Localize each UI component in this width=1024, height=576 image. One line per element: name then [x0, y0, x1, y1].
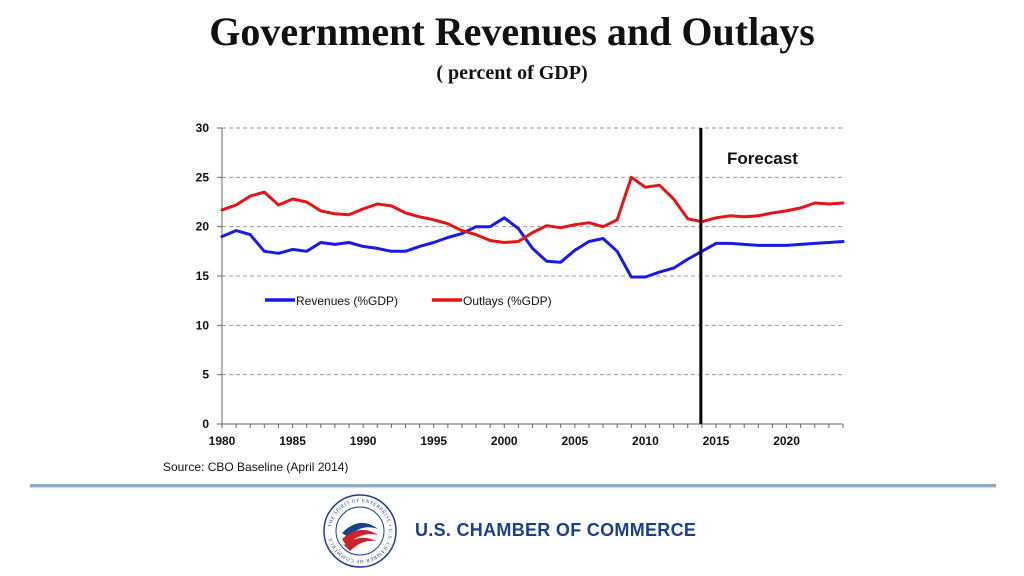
legend-label-outlays: Outlays (%GDP): [463, 294, 552, 308]
legend-label-revenues: Revenues (%GDP): [296, 294, 398, 308]
x-tick-label: 2005: [561, 434, 588, 448]
y-tick-label: 5: [202, 368, 209, 382]
y-tick-label: 0: [202, 417, 209, 431]
outlays-line: [220, 175, 845, 244]
line-chart: 0 5 10 15 20 25 30 1980 1985 1990 1995 2000 2005 201…: [196, 121, 845, 448]
y-tick-label: 10: [196, 318, 210, 332]
x-tick-label: 1985: [279, 434, 306, 448]
grid-lines: [222, 127, 843, 376]
y-tick-label: 20: [196, 220, 210, 234]
x-tick-label: 1995: [420, 434, 447, 448]
x-tick-label: 2010: [632, 434, 659, 448]
forecast-marker: Forecast: [699, 128, 798, 424]
chart-subtitle: ( percent of GDP): [436, 62, 588, 84]
x-axis-ticks: 1980 1985 1990 1995 2000 2005 2010 2015 2020: [209, 424, 844, 448]
y-axis-ticks: 0 5 10 15 20 25 30: [196, 121, 222, 431]
revenues-line: [220, 216, 845, 279]
x-tick-label: 2015: [703, 434, 730, 448]
axes: [221, 128, 843, 425]
forecast-label: Forecast: [727, 149, 798, 168]
source-note: Source: CBO Baseline (April 2014): [163, 460, 349, 474]
footer-divider: [30, 484, 996, 487]
chamber-seal-logo: THE SPIRIT OF ENTERPRISE • U.S. CHAMBER …: [322, 493, 398, 569]
chart-title: Government Revenues and Outlays: [209, 9, 815, 54]
y-tick-label: 25: [196, 170, 210, 184]
x-tick-label: 1980: [209, 434, 236, 448]
x-tick-label: 2000: [491, 434, 518, 448]
y-tick-label: 30: [196, 121, 210, 135]
x-tick-label: 1990: [350, 434, 377, 448]
organization-name: U.S. CHAMBER OF COMMERCE: [415, 520, 697, 540]
legend: Revenues (%GDP) Outlays (%GDP): [265, 294, 552, 308]
y-tick-label: 15: [196, 269, 210, 283]
series-lines: [220, 175, 845, 279]
x-tick-label: 2020: [773, 434, 800, 448]
